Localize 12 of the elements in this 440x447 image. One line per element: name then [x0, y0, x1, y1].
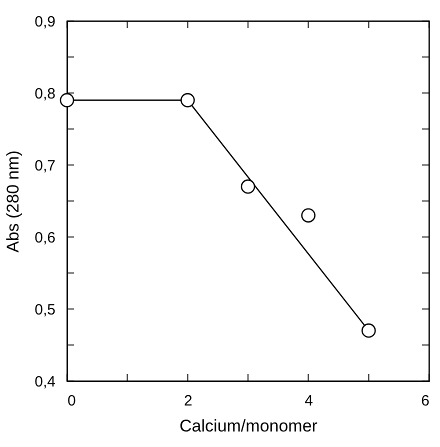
y-tick-label: 0,5 [34, 302, 56, 318]
x-tick-label: 2 [184, 392, 192, 410]
y-tick-label: 0,7 [34, 158, 56, 174]
x-tick-label: 6 [421, 392, 430, 410]
y-tick-label: 0,4 [34, 374, 56, 390]
y-axis-title: Abs (280 nm) [4, 150, 23, 253]
y-tick-label: 0,8 [34, 86, 56, 102]
y-tick-label: 0,6 [34, 230, 56, 246]
x-tick-label: 0 [68, 392, 76, 410]
x-axis-title: Calcium/monomer [180, 416, 318, 436]
x-tick-label: 4 [304, 392, 314, 410]
y-tick-label: 0,9 [34, 14, 56, 30]
